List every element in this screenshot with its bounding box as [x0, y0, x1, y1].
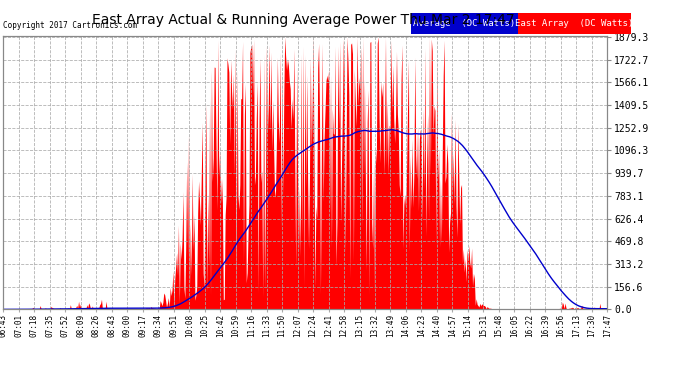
Text: East Array  (DC Watts): East Array (DC Watts) — [515, 19, 633, 28]
Text: Average  (DC Watts): Average (DC Watts) — [413, 19, 515, 28]
Text: Copyright 2017 Cartronics.com: Copyright 2017 Cartronics.com — [3, 21, 137, 30]
Text: East Array Actual & Running Average Power Thu Mar 2 17:47: East Array Actual & Running Average Powe… — [92, 13, 515, 27]
